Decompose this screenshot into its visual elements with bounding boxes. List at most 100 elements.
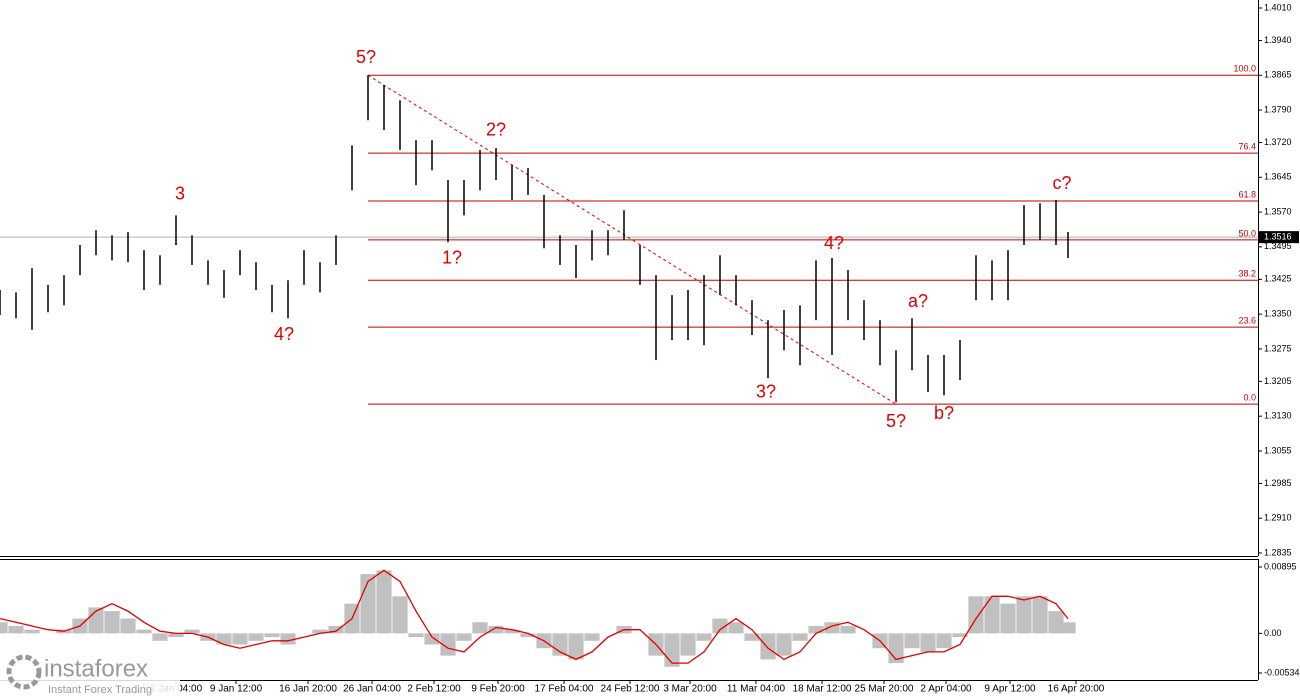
current-price-box xyxy=(1259,231,1299,244)
y-tick-label: 1.4010 xyxy=(1264,2,1292,12)
fibo-label: 76.4 xyxy=(1238,142,1256,152)
macd-bar xyxy=(232,633,248,645)
macd-bar xyxy=(728,622,744,634)
macd-bar xyxy=(280,633,296,645)
macd-bar xyxy=(552,633,568,656)
macd-bar xyxy=(136,629,152,634)
macd-bar xyxy=(920,633,936,652)
macd-bar xyxy=(392,596,408,634)
macd-bar xyxy=(120,618,136,634)
wave-label: 1? xyxy=(442,248,462,268)
x-tick-label: 24 Feb 12:00 xyxy=(601,684,660,695)
fibo-label: 38.2 xyxy=(1238,269,1256,279)
macd-bar xyxy=(216,633,232,645)
x-tick-label: 11 Mar 04:00 xyxy=(727,684,786,695)
wave-label: 3 xyxy=(175,184,185,204)
macd-bar xyxy=(0,622,8,634)
macd-bar xyxy=(248,633,264,641)
x-tick-label: 3 Mar 20:00 xyxy=(663,684,717,695)
fibo-label: 50.0 xyxy=(1238,228,1256,238)
x-tick-label: 2 Apr 04:00 xyxy=(920,684,972,695)
macd-bar xyxy=(568,633,584,660)
x-tick-label: 17 Feb 04:00 xyxy=(535,684,594,695)
wave-label: 5? xyxy=(886,411,906,431)
x-tick-label: 26 Jan 04:00 xyxy=(343,684,401,695)
macd-bar xyxy=(168,633,184,638)
fibo-label: 23.6 xyxy=(1238,315,1256,325)
macd-bar xyxy=(328,625,344,634)
y-tick-label: 1.3940 xyxy=(1264,35,1292,45)
fibo-label: 61.8 xyxy=(1238,189,1256,199)
wave-label: c? xyxy=(1052,173,1071,193)
x-tick-label: 16 Jan 20:00 xyxy=(279,684,337,695)
macd-bar xyxy=(184,629,200,634)
macd-bar xyxy=(840,625,856,634)
macd-bar xyxy=(1048,611,1064,634)
current-price-label: 1.3516 xyxy=(1264,232,1292,242)
y-tick-label: 1.3570 xyxy=(1264,206,1292,216)
signal-line xyxy=(0,569,1069,664)
macd-bar xyxy=(904,633,920,649)
macd-bar xyxy=(264,633,280,638)
fibo-label: 0.0 xyxy=(1243,392,1256,402)
wave-label: a? xyxy=(908,291,928,311)
x-tick-label: 18 Mar 12:00 xyxy=(793,684,852,695)
macd-bar xyxy=(680,633,696,656)
x-tick-label: 16 Apr 20:00 xyxy=(1048,684,1105,695)
y-tick-label: 1.3130 xyxy=(1264,411,1292,421)
logo-brand: instaforex xyxy=(44,655,148,682)
wave-label: 4? xyxy=(824,233,844,253)
y-tick-label: 1.3205 xyxy=(1264,376,1292,386)
logo-icon xyxy=(6,654,42,690)
macd-bar xyxy=(776,633,792,656)
wave-label: 5? xyxy=(356,47,376,67)
macd-bar xyxy=(312,629,328,634)
macd-bar xyxy=(808,625,824,634)
macd-bar xyxy=(488,625,504,634)
macd-bar xyxy=(1000,603,1016,634)
macd-bar xyxy=(8,625,24,634)
y-tick-label: 1.3495 xyxy=(1264,241,1292,251)
macd-bar xyxy=(584,633,600,641)
y-tick-label: 0.00895 xyxy=(1264,561,1297,571)
y-tick-label: -0.00534 xyxy=(1264,667,1300,677)
macd-bar xyxy=(792,633,808,641)
macd-bar xyxy=(760,633,776,660)
macd-bar xyxy=(1016,596,1032,634)
macd-bar xyxy=(1032,596,1048,634)
macd-bar xyxy=(824,622,840,634)
macd-bar xyxy=(408,633,424,638)
y-tick-label: 0.00 xyxy=(1264,628,1282,638)
macd-bar xyxy=(664,633,680,667)
y-tick-label: 1.3350 xyxy=(1264,309,1292,319)
macd-bar xyxy=(936,633,952,649)
x-tick-label: 9 Jan 12:00 xyxy=(210,684,263,695)
macd-bar xyxy=(744,633,760,641)
macd-bar xyxy=(952,633,968,638)
y-tick-label: 1.2985 xyxy=(1264,478,1292,488)
macd-bar xyxy=(440,633,456,656)
x-tick-label: 9 Apr 12:00 xyxy=(984,684,1036,695)
y-tick-label: 1.2835 xyxy=(1264,547,1292,557)
macd-bar xyxy=(984,596,1000,634)
logo-tagline: Instant Forex Trading xyxy=(48,684,152,696)
trend-line xyxy=(367,74,897,405)
macd-bar xyxy=(376,570,392,634)
wave-label: 2? xyxy=(486,120,506,140)
macd-bar xyxy=(696,633,712,641)
macd-bar xyxy=(456,633,472,641)
macd-bar xyxy=(472,622,488,634)
y-tick-label: 1.3720 xyxy=(1264,137,1292,147)
x-tick-label: 2 Feb 12:00 xyxy=(407,684,461,695)
y-tick-label: 1.3645 xyxy=(1264,172,1292,182)
macd-bar xyxy=(424,633,440,645)
macd-bar xyxy=(520,633,536,638)
y-tick-label: 1.3275 xyxy=(1264,343,1292,353)
wave-label: b? xyxy=(934,403,954,423)
y-tick-label: 1.3865 xyxy=(1264,70,1292,80)
x-tick-label: 9 Feb 20:00 xyxy=(471,684,525,695)
y-tick-label: 1.2910 xyxy=(1264,513,1292,523)
